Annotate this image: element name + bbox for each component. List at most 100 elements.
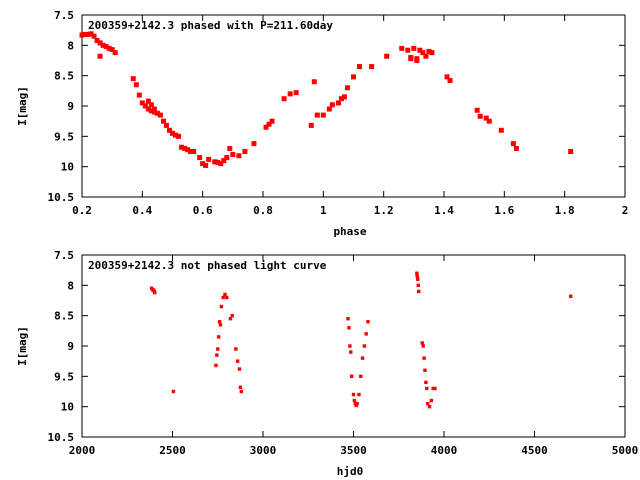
- data-point: [426, 401, 430, 406]
- data-point: [429, 398, 434, 403]
- data-point: [420, 50, 426, 56]
- y-tick-label: 7.5: [54, 249, 74, 262]
- data-point: [182, 145, 188, 151]
- data-point: [360, 356, 365, 360]
- data-point: [320, 112, 326, 118]
- y-axis-label: I[mag]: [16, 86, 29, 126]
- data-point: [415, 274, 419, 278]
- data-point: [405, 47, 411, 53]
- data-point: [477, 113, 483, 119]
- data-point: [338, 96, 344, 102]
- data-point: [109, 47, 115, 53]
- data-point: [206, 156, 212, 162]
- y-tick-label: 8.5: [54, 310, 74, 323]
- x-tick-label: 2000: [69, 444, 96, 457]
- data-point: [349, 350, 353, 354]
- data-point: [353, 401, 358, 406]
- y-tick-label: 8.5: [54, 70, 74, 83]
- y-axis-label: I[mag]: [16, 326, 29, 366]
- data-point: [416, 277, 420, 281]
- data-point: [170, 130, 175, 136]
- data-point: [357, 64, 363, 70]
- data-point: [362, 344, 367, 348]
- x-tick-label: 2500: [159, 444, 186, 457]
- unphased-light-curve-panel: 2000 2500 3000 3500 4000 4500 5000 7.5 8 8.5 9 9.5…: [16, 249, 638, 478]
- data-point: [97, 53, 103, 59]
- chart-title: 200359+2142.3 phased with P=211.60day: [88, 19, 333, 32]
- data-point: [348, 344, 352, 348]
- x-axis-label: phase: [333, 225, 366, 238]
- data-point: [513, 145, 519, 151]
- data-point: [221, 295, 225, 300]
- y-tick-label: 10: [61, 401, 74, 414]
- data-point: [510, 141, 516, 147]
- data-point: [212, 159, 218, 165]
- data-point: [421, 344, 425, 348]
- x-tick-label: 1.2: [374, 204, 394, 217]
- y-tick-label: 8: [67, 39, 74, 52]
- data-point: [251, 141, 257, 147]
- x-tick-label: 4000: [431, 444, 458, 457]
- data-point: [100, 42, 106, 48]
- y-tick-label: 8: [67, 279, 74, 292]
- data-point: [569, 294, 573, 298]
- x-tick-label: 3000: [250, 444, 277, 457]
- data-point: [427, 404, 432, 409]
- data-point: [352, 398, 357, 403]
- data-point: [191, 149, 197, 154]
- data-point: [431, 386, 435, 391]
- data-point: [568, 149, 574, 154]
- axis-ticks: [81, 14, 626, 198]
- data-point: [287, 91, 293, 97]
- data-point: [242, 149, 248, 154]
- data-point: [173, 132, 179, 138]
- y-tick-label: 9: [67, 340, 74, 353]
- data-point: [433, 386, 437, 391]
- y-tick-label: 9.5: [54, 130, 74, 143]
- x-tick-label: 1.8: [555, 204, 575, 217]
- data-point: [346, 317, 350, 321]
- data-point: [200, 161, 206, 167]
- data-points: [149, 271, 573, 409]
- data-point: [218, 161, 224, 167]
- data-point: [281, 96, 287, 102]
- data-point: [82, 31, 88, 37]
- data-point: [160, 118, 166, 124]
- y-tick-label: 10: [61, 161, 74, 174]
- data-point: [214, 363, 218, 368]
- data-point: [94, 37, 100, 43]
- x-tick-labels: 0.2 0.4 0.6 0.8 1 1.2 1.4 1.6 1.8 2: [72, 204, 628, 217]
- data-point: [347, 326, 351, 330]
- data-point: [151, 106, 157, 112]
- data-point: [239, 389, 243, 394]
- data-point: [130, 76, 136, 82]
- data-point: [366, 320, 370, 324]
- data-point: [227, 145, 233, 151]
- data-point: [163, 122, 169, 128]
- x-tick-label: 1.4: [434, 204, 454, 217]
- data-point: [171, 389, 176, 394]
- x-tick-label: 4500: [521, 444, 548, 457]
- y-tick-labels: 7.5 8 8.5 9 9.5 10 10.5: [48, 9, 75, 204]
- y-tick-label: 10.5: [48, 431, 75, 444]
- y-tick-label: 9: [67, 100, 74, 113]
- data-point: [151, 109, 157, 115]
- data-point: [411, 45, 417, 51]
- data-point: [354, 403, 358, 408]
- data-point: [235, 359, 240, 363]
- data-point: [399, 45, 405, 51]
- data-point: [408, 56, 414, 62]
- x-tick-label: 0.8: [253, 204, 273, 217]
- data-point: [349, 374, 354, 379]
- chart-title: 200359+2142.3 not phased light curve: [88, 259, 327, 272]
- data-point: [359, 374, 363, 379]
- data-point: [185, 147, 191, 153]
- data-point: [474, 107, 480, 113]
- x-tick-label: 5000: [612, 444, 639, 457]
- y-tick-labels: 7.5 8 8.5 9 9.5 10 10.5: [48, 249, 75, 444]
- data-point: [203, 162, 209, 168]
- data-point: [414, 58, 420, 63]
- x-tick-label: 1: [320, 204, 327, 217]
- x-tick-labels: 2000 2500 3000 3500 4000 4500 5000: [69, 444, 639, 457]
- data-point: [142, 103, 148, 109]
